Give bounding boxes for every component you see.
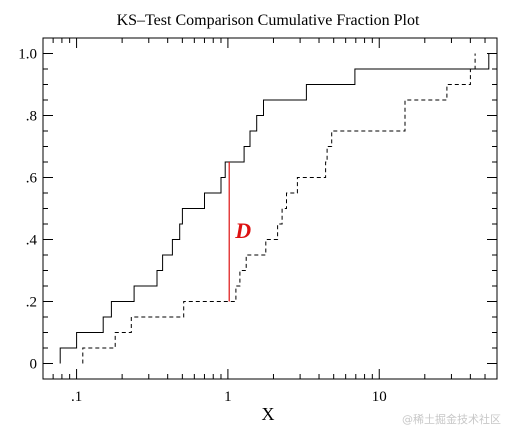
plot-frame: [42, 37, 498, 380]
watermark: @稀土掘金技术社区: [402, 413, 501, 426]
chart-title: KS–Test Comparison Cumulative Fraction P…: [117, 12, 420, 29]
ks-distance-label: D: [234, 218, 251, 243]
x-tick-label: .1: [71, 389, 82, 405]
y-tick-label: .8: [26, 109, 37, 125]
series-line-dashed: [82, 53, 476, 364]
series-line-solid: [59, 53, 490, 364]
y-tick-label: .6: [26, 171, 38, 187]
x-axis-label: X: [262, 404, 275, 424]
x-tick-label: 1: [224, 389, 232, 405]
y-tick-label: .4: [26, 233, 38, 249]
annotation-group: D: [228, 162, 251, 302]
y-tick-label: .2: [26, 295, 37, 311]
x-tick-label: 10: [372, 389, 387, 405]
tick-labels: .1 1 10 0 .2 .4 .6 .8 1.0: [18, 47, 386, 406]
y-tick-label: 0: [30, 357, 38, 373]
y-tick-label: 1.0: [18, 47, 37, 63]
series-group: [59, 53, 490, 364]
axis-ticks: [42, 38, 498, 379]
